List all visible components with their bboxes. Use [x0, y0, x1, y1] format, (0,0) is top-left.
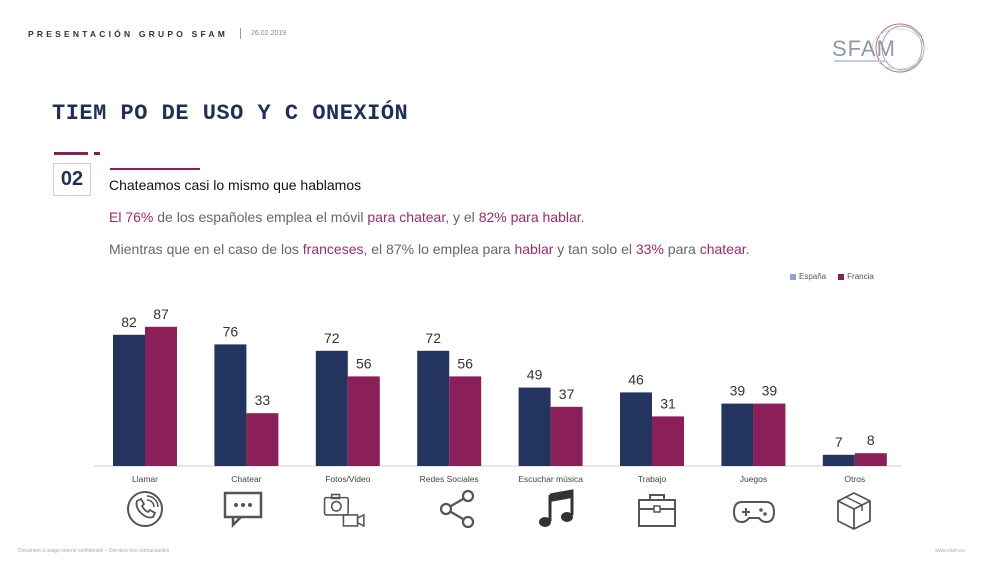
bar-francia-6 [753, 403, 786, 466]
accent-bar [54, 152, 88, 155]
category-label-1: Chatear [231, 474, 261, 484]
body-text: Mientras que en el caso de los [109, 241, 303, 257]
body-text: , el 87% lo emplea para [363, 241, 515, 257]
highlight-text: para chatear [367, 209, 446, 225]
legend-swatch-espana [790, 273, 796, 280]
highlight-text: franceses [302, 241, 364, 257]
data-label-espana-2: 72 [324, 330, 340, 346]
category-label-5: Trabajo [638, 474, 667, 484]
bar-espana-4 [518, 387, 551, 466]
bar-francia-5 [652, 416, 684, 466]
header-title: PRESENTACIÓN GRUPO SFAM [28, 28, 229, 39]
data-label-espana-0: 82 [121, 314, 137, 330]
box-icon [837, 491, 871, 531]
section-number: 02 [53, 163, 91, 196]
category-label-6: Juegos [740, 474, 767, 484]
logo-text: SFAM [832, 36, 896, 61]
chat-icon [223, 491, 263, 529]
music-note-icon [539, 489, 574, 527]
bar-francia-2 [347, 376, 380, 466]
briefcase-icon [638, 494, 676, 527]
data-label-francia-5: 31 [660, 395, 676, 411]
legend-item-francia: Francia [838, 272, 874, 281]
data-label-francia-6: 39 [762, 383, 778, 399]
legend-label-espana: España [799, 272, 827, 281]
highlight-text: hablar [514, 241, 554, 257]
slide-title: TIEM PO DE USO Y C ONEXIÓN [52, 101, 409, 126]
share-icon [439, 489, 475, 529]
bar-espana-0 [113, 334, 145, 466]
bar-francia-4 [550, 406, 583, 466]
bar-espana-3 [417, 350, 450, 466]
highlight-text: 33% [635, 241, 664, 257]
body-text: y tan solo el [553, 241, 636, 257]
logo-swirl-icon [871, 23, 925, 73]
bar-espana-6 [721, 403, 754, 466]
description-line-2: Mientras que en el caso de los franceses… [109, 241, 750, 257]
data-label-espana-7: 7 [835, 434, 843, 450]
bar-espana-1 [214, 344, 247, 466]
data-label-francia-0: 87 [153, 306, 169, 322]
data-label-francia-4: 37 [559, 386, 575, 402]
body-text: de los españoles emplea el móvil [153, 209, 368, 225]
body-text: . [580, 209, 585, 225]
bar-espana-2 [315, 350, 348, 466]
legend-label-francia: Francia [847, 272, 874, 281]
data-label-francia-7: 8 [867, 432, 875, 448]
data-label-espana-1: 76 [223, 323, 239, 339]
bar-espana-5 [620, 392, 652, 466]
body-text: . [745, 241, 750, 257]
legend-swatch-francia [838, 273, 845, 280]
accent-dot [94, 152, 100, 155]
data-label-espana-6: 39 [730, 383, 746, 399]
body-text: para [663, 241, 700, 257]
category-label-7: Otros [844, 474, 865, 484]
sfam-logo: SFAM [828, 20, 928, 78]
body-text: , y el [445, 209, 479, 225]
slide-subtitle: Chateamos casi lo mismo que hablamos [109, 177, 362, 193]
header: PRESENTACIÓN GRUPO SFAM 26.02.2019 [28, 28, 286, 39]
highlight-text: El 76% [109, 209, 154, 225]
description-line-1: El 76% de los españoles emplea el móvil … [109, 209, 585, 225]
subtitle-rule [110, 168, 200, 170]
header-separator [240, 28, 242, 39]
data-label-francia-3: 56 [457, 355, 473, 371]
camera-video-icon [323, 493, 365, 528]
chart-legend: España Francia [790, 272, 886, 281]
highlight-text: 82% para hablar [478, 209, 581, 225]
bar-francia-7 [854, 453, 887, 466]
logo-subline [834, 60, 886, 62]
bar-francia-0 [145, 326, 177, 466]
category-label-0: Llamar [132, 474, 158, 484]
bar-francia-1 [246, 413, 279, 466]
category-label-4: Escuchar música [518, 474, 583, 484]
data-label-espana-4: 49 [527, 367, 543, 383]
footer-disclaimer: Document à usage interne confidentiel – … [18, 548, 170, 554]
phone-icon [127, 491, 163, 527]
highlight-text: chatear [699, 241, 746, 257]
bar-francia-3 [449, 376, 482, 466]
data-label-espana-3: 72 [425, 330, 441, 346]
category-label-3: Redes Sociales [420, 474, 479, 484]
legend-item-espana: España [790, 272, 826, 281]
gamepad-icon [732, 501, 776, 524]
data-label-francia-1: 33 [255, 392, 271, 408]
data-label-espana-5: 46 [628, 371, 644, 387]
bar-espana-7 [822, 454, 855, 466]
footer-website: www.sfam.eu [935, 548, 965, 554]
header-date: 26.02.2019 [251, 30, 287, 37]
data-label-francia-2: 56 [356, 355, 372, 371]
category-label-2: Fotos/Video [325, 474, 370, 484]
